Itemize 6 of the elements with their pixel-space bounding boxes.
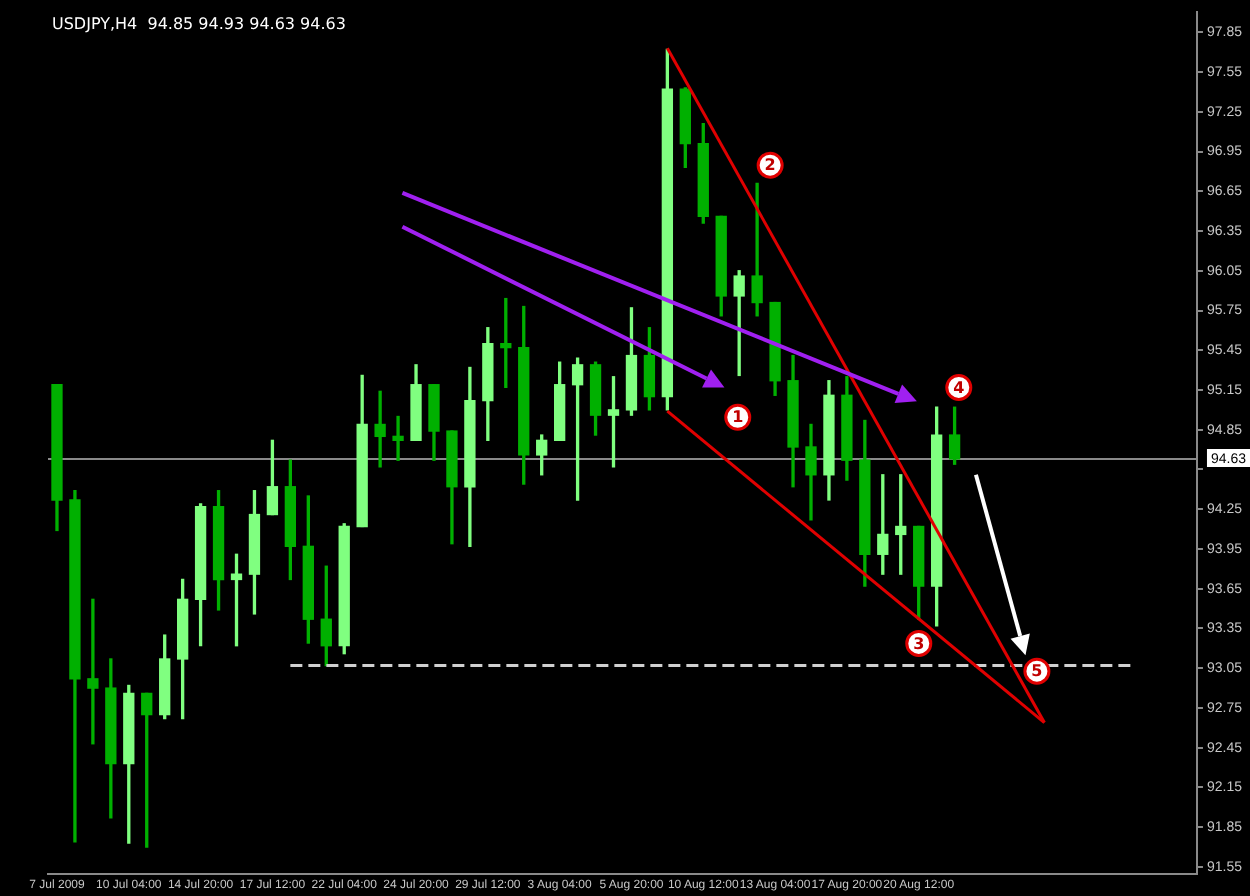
annotation: 1	[732, 408, 745, 427]
annotation: 2	[764, 156, 776, 175]
annotation: 3	[913, 634, 925, 653]
chart-title: USDJPY,H4 94.85 94.93 94.63 94.63	[52, 14, 346, 33]
annotation: 5	[1031, 662, 1044, 681]
annotation: 4	[953, 378, 966, 397]
